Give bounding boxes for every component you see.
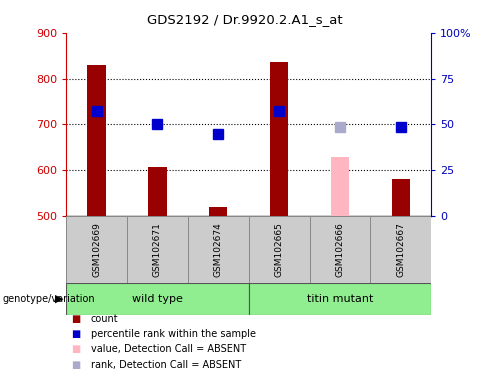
Text: titin mutant: titin mutant <box>307 294 373 304</box>
Bar <box>87 65 106 216</box>
Bar <box>331 157 349 216</box>
Text: rank, Detection Call = ABSENT: rank, Detection Call = ABSENT <box>91 360 241 370</box>
Text: GDS2192 / Dr.9920.2.A1_s_at: GDS2192 / Dr.9920.2.A1_s_at <box>147 13 343 26</box>
Bar <box>248 216 310 283</box>
Bar <box>270 63 288 216</box>
Text: GSM102669: GSM102669 <box>92 222 101 277</box>
Text: ■: ■ <box>71 344 80 354</box>
Text: GSM102665: GSM102665 <box>274 222 284 277</box>
Text: wild type: wild type <box>132 294 183 304</box>
Text: GSM102666: GSM102666 <box>336 222 344 277</box>
Text: ■: ■ <box>71 360 80 370</box>
Text: ■: ■ <box>71 314 80 324</box>
Bar <box>148 167 167 216</box>
Bar <box>392 179 410 216</box>
Bar <box>188 216 249 283</box>
Text: GSM102671: GSM102671 <box>153 222 162 277</box>
Bar <box>127 216 188 283</box>
Bar <box>249 283 431 315</box>
Bar <box>66 216 127 283</box>
Bar <box>209 207 227 216</box>
Text: GSM102674: GSM102674 <box>214 222 223 277</box>
Bar <box>310 216 370 283</box>
Text: GSM102667: GSM102667 <box>396 222 405 277</box>
Text: count: count <box>91 314 118 324</box>
Text: ▶: ▶ <box>54 294 63 304</box>
Text: genotype/variation: genotype/variation <box>2 294 95 304</box>
Text: ■: ■ <box>71 329 80 339</box>
Text: percentile rank within the sample: percentile rank within the sample <box>91 329 256 339</box>
Text: value, Detection Call = ABSENT: value, Detection Call = ABSENT <box>91 344 246 354</box>
Bar <box>370 216 431 283</box>
Bar <box>66 283 249 315</box>
